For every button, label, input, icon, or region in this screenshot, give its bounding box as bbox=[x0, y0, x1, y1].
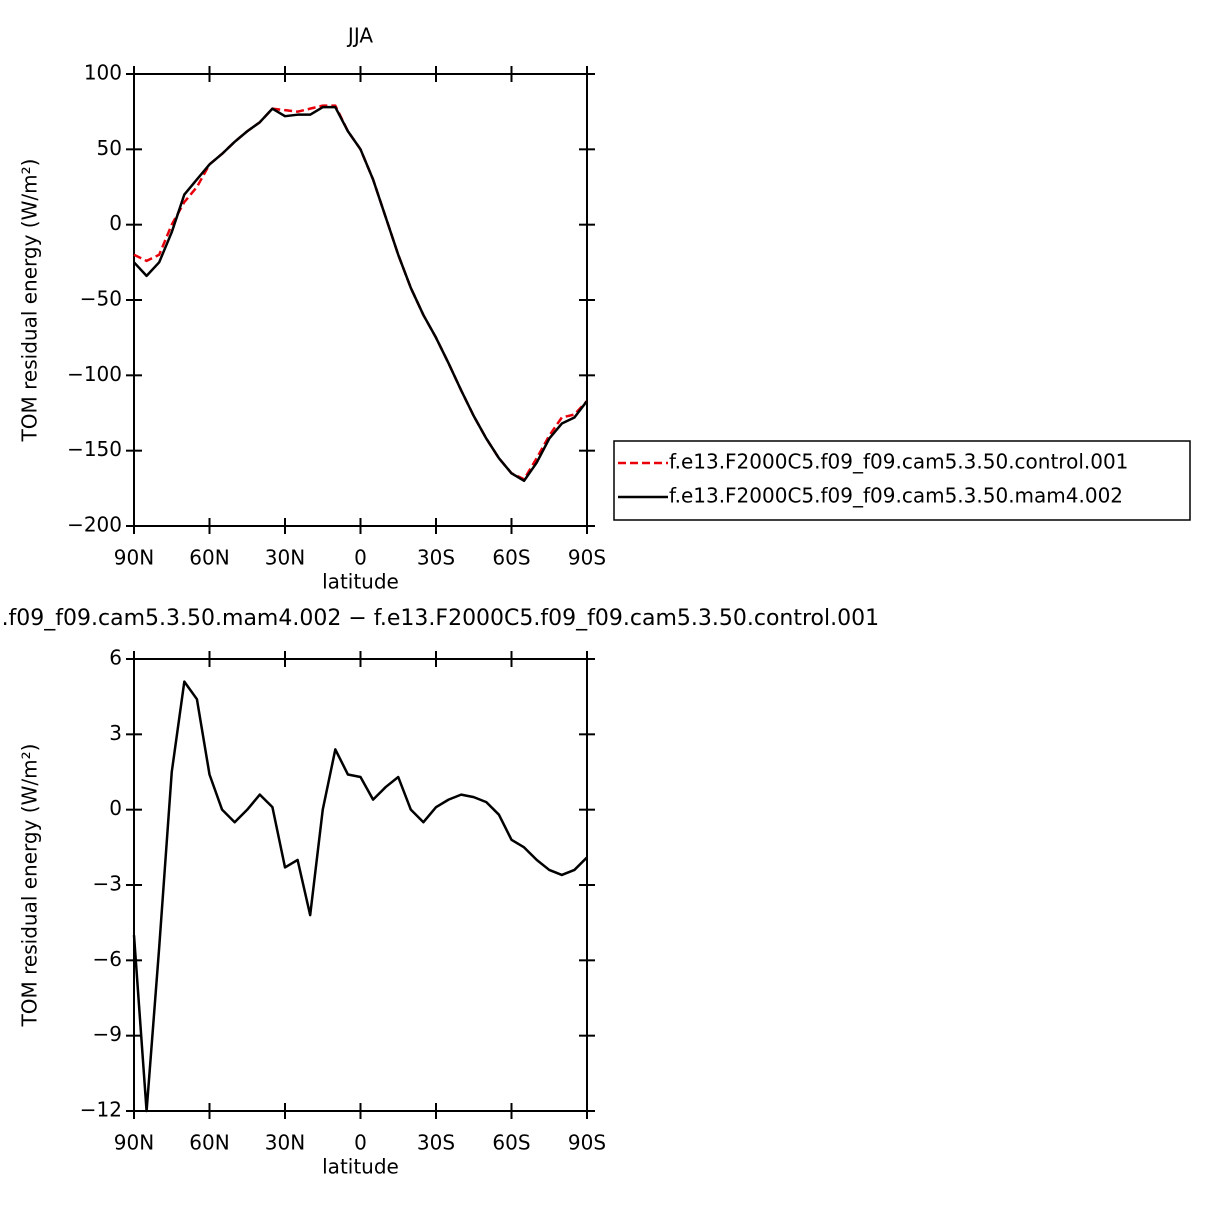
y-axis-label: TOM residual energy (W/m²) bbox=[18, 159, 42, 443]
x-tick-label: 60N bbox=[189, 1131, 229, 1155]
data-line bbox=[132, 680, 588, 1113]
x-tick-label: 60S bbox=[492, 546, 530, 570]
x-tick-label: 0 bbox=[354, 1131, 367, 1155]
x-tick-label: 30N bbox=[265, 1131, 305, 1155]
y-tick-label: 3 bbox=[109, 721, 122, 745]
y-tick-label: 0 bbox=[109, 211, 122, 235]
data-line bbox=[133, 105, 588, 483]
x-tick-label: 30S bbox=[417, 546, 455, 570]
y-tick-label: −6 bbox=[93, 947, 122, 971]
x-tick-label: 0 bbox=[354, 546, 367, 570]
plot-frame bbox=[133, 73, 588, 527]
y-tick-label: −12 bbox=[80, 1098, 122, 1122]
x-tick-label: 30S bbox=[417, 1131, 455, 1155]
x-tick-label: 60N bbox=[189, 546, 229, 570]
x-axis-label: latitude bbox=[322, 570, 399, 594]
y-tick-label: −3 bbox=[93, 872, 122, 896]
y-tick-label: −9 bbox=[93, 1022, 122, 1046]
y-tick-label: −50 bbox=[80, 287, 122, 311]
x-tick-label: 60S bbox=[492, 1131, 530, 1155]
legend-label: f.e13.F2000C5.f09_f09.cam5.3.50.control.… bbox=[669, 450, 1128, 474]
y-tick-label: 100 bbox=[84, 61, 122, 85]
plot-frame bbox=[133, 658, 588, 1112]
chart-title: JJA bbox=[346, 24, 373, 48]
x-axis-label: latitude bbox=[322, 1155, 399, 1179]
y-tick-label: −150 bbox=[67, 437, 122, 461]
y-tick-label: 0 bbox=[109, 796, 122, 820]
x-tick-label: 90N bbox=[114, 1131, 154, 1155]
x-tick-label: 30N bbox=[265, 546, 305, 570]
x-tick-label: 90S bbox=[568, 1131, 606, 1155]
y-axis-label: TOM residual energy (W/m²) bbox=[18, 744, 42, 1028]
legend-label: f.e13.F2000C5.f09_f09.cam5.3.50.mam4.002 bbox=[669, 484, 1123, 508]
x-tick-label: 90N bbox=[114, 546, 154, 570]
x-tick-label: 90S bbox=[568, 546, 606, 570]
y-tick-label: −100 bbox=[67, 362, 122, 386]
legend: f.e13.F2000C5.f09_f09.cam5.3.50.control.… bbox=[613, 440, 1191, 521]
legend-box bbox=[613, 440, 1191, 521]
chart-title: f.e13.F2000C5.f09_f09.cam5.3.50.mam4.002… bbox=[0, 606, 879, 631]
y-tick-label: −200 bbox=[67, 513, 122, 537]
y-tick-label: 50 bbox=[97, 136, 122, 160]
data-line bbox=[133, 104, 588, 481]
y-tick-label: 6 bbox=[109, 646, 122, 670]
